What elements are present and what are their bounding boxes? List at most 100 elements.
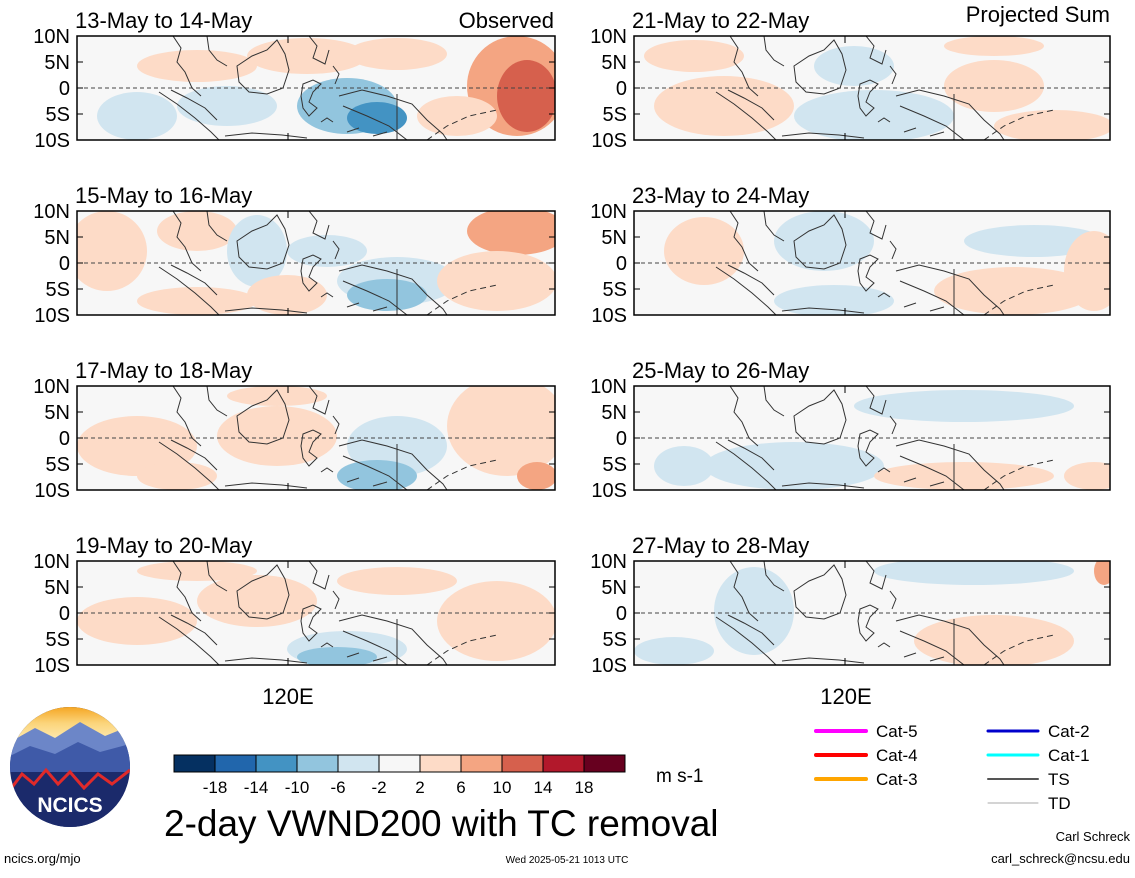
map-panel (633, 35, 1111, 141)
lat-tick-label: 5N (601, 402, 627, 424)
anomaly-region (247, 38, 367, 74)
lat-tick-label: 5S (603, 279, 627, 301)
anomaly-region (177, 86, 277, 126)
lat-tick-label: 5S (46, 104, 70, 126)
map-panel (76, 385, 556, 491)
observed-label: Observed (459, 8, 554, 33)
anomaly-region (437, 251, 555, 311)
tc-legend-label: Cat-5 (876, 722, 918, 741)
panel-label: 21-May to 22-May (632, 8, 809, 33)
map-panel (633, 210, 1111, 316)
map-panel (76, 35, 556, 141)
colorbar-tick-label: 10 (493, 778, 512, 797)
lat-tick-label: 10S (34, 305, 70, 327)
lat-tick-label: 10N (590, 551, 627, 573)
anomaly-region (634, 637, 714, 665)
tc-legend-label: TS (1048, 770, 1070, 789)
anomaly-region (417, 96, 497, 136)
footer-timestamp: Wed 2025-05-21 1013 UTC (506, 855, 629, 866)
colorbar-swatch (501, 754, 544, 773)
colorbar-swatch (378, 754, 421, 773)
figure-title: 2-day VWND200 with TC removal (164, 803, 719, 844)
anomaly-region (497, 60, 555, 132)
anomaly-region (467, 211, 555, 255)
colorbar-swatch (255, 754, 298, 773)
lat-tick-label: 10S (591, 130, 627, 152)
anomaly-region (157, 211, 237, 251)
tc-legend-label: Cat-2 (1048, 722, 1090, 741)
x-tick-label-left: 120E (262, 684, 313, 709)
colorbar-tick-label: 2 (415, 778, 424, 797)
anomaly-region (664, 217, 744, 285)
lat-tick-label: 0 (616, 253, 627, 275)
lat-tick-label: 10S (591, 655, 627, 677)
colorbar-swatch (460, 754, 503, 773)
colorbar-tick-label: 14 (534, 778, 553, 797)
lat-tick-label: 0 (616, 603, 627, 625)
anomaly-region (217, 406, 337, 466)
colorbar-tick-label: 6 (456, 778, 465, 797)
tc-legend-label: TD (1048, 794, 1071, 813)
anomaly-region (944, 60, 1044, 112)
colorbar-swatch (337, 754, 380, 773)
anomaly-region (814, 46, 894, 86)
colorbar-swatch (583, 754, 626, 773)
anomaly-region (934, 267, 1094, 315)
colorbar-swatch (173, 754, 216, 773)
lat-tick-label: 10N (33, 376, 70, 398)
anomaly-region (77, 211, 147, 291)
footer-url: ncics.org/mjo (4, 851, 81, 866)
anomaly-region (337, 567, 457, 595)
tc-legend-label: Cat-3 (876, 770, 918, 789)
anomaly-region (654, 446, 714, 486)
map-panel (633, 385, 1111, 491)
lat-tick-label: 5N (44, 402, 70, 424)
colorbar-tick-label: -2 (371, 778, 386, 797)
tc-legend-label: Cat-4 (876, 746, 918, 765)
colorbar-tick-label: -18 (203, 778, 228, 797)
anomaly-region (347, 102, 407, 134)
anomaly-region (704, 442, 884, 490)
anomaly-region (347, 279, 427, 311)
anomaly-region (137, 50, 257, 82)
map-panel (76, 560, 556, 666)
anomaly-region (1064, 462, 1110, 490)
anomaly-region (794, 90, 954, 140)
colorbar-tick-label: -10 (285, 778, 310, 797)
lat-tick-label: 5S (603, 629, 627, 651)
anomaly-region (644, 40, 744, 72)
panel-label: 19-May to 20-May (75, 533, 252, 558)
anomaly-region (944, 36, 1044, 56)
lat-tick-label: 5S (46, 629, 70, 651)
anomaly-region (774, 285, 894, 315)
colorbar-swatch (419, 754, 462, 773)
anomaly-region (874, 561, 1074, 585)
anomaly-region (297, 647, 377, 665)
lat-tick-label: 10S (34, 480, 70, 502)
panel-label: 15-May to 16-May (75, 183, 252, 208)
colorbar-swatch (296, 754, 339, 773)
footer-author: Carl Schreck (1056, 829, 1131, 844)
colorbar-tick-label: -6 (330, 778, 345, 797)
anomaly-region (97, 92, 177, 140)
panel-label: 27-May to 28-May (632, 533, 809, 558)
anomaly-region (287, 235, 367, 267)
lat-tick-label: 5N (44, 52, 70, 74)
lat-tick-label: 5S (46, 454, 70, 476)
colorbar-swatch (542, 754, 585, 773)
logo-text: NCICS (37, 794, 102, 817)
anomaly-region (137, 287, 257, 315)
lat-tick-label: 5N (44, 227, 70, 249)
anomaly-region (654, 76, 794, 136)
colorbar-tick-label: 18 (575, 778, 594, 797)
lat-tick-label: 0 (616, 428, 627, 450)
lat-tick-label: 5N (601, 227, 627, 249)
anomaly-region (714, 567, 794, 655)
x-tick-label-right: 120E (820, 684, 871, 709)
lat-tick-label: 0 (59, 253, 70, 275)
anomaly-region (347, 38, 447, 70)
lat-tick-label: 10N (33, 26, 70, 48)
map-panel (76, 210, 556, 316)
tc-legend: Cat-5 Cat-4 Cat-3 Cat-2 Cat-1 TS TD (814, 722, 1090, 813)
